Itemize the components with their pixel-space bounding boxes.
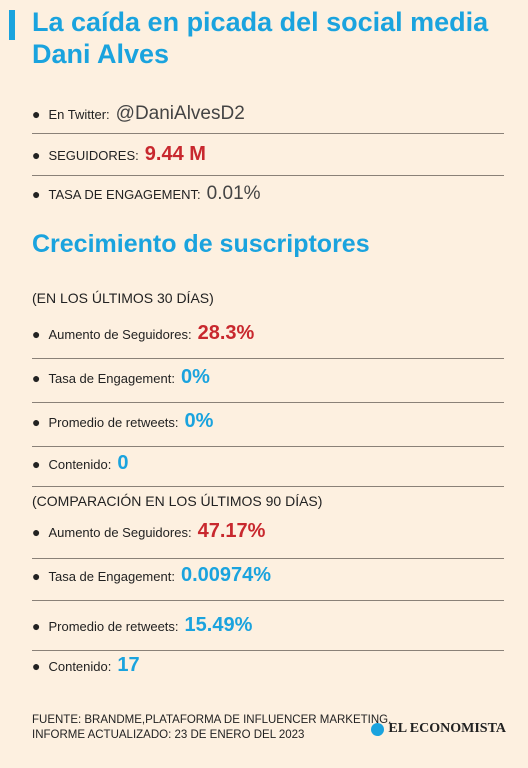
period-90-row: ● Tasa de Engagement: 0.00974% bbox=[32, 564, 504, 601]
row-label: SEGUIDORES: bbox=[48, 148, 139, 163]
bullet-icon: ● bbox=[32, 524, 41, 540]
row-value: 17 bbox=[117, 654, 140, 676]
period-90-row: ● Aumento de Seguidores: 47.17% bbox=[32, 520, 504, 559]
bullet-icon: ● bbox=[32, 326, 41, 342]
row-value: @DaniAlvesD2 bbox=[115, 103, 245, 124]
period-30-row: ● Aumento de Seguidores: 28.3% bbox=[32, 322, 504, 359]
row-label: TASA DE ENGAGEMENT: bbox=[48, 187, 201, 202]
row-label: Tasa de Engagement: bbox=[48, 371, 175, 386]
row-value: 28.3% bbox=[197, 322, 255, 344]
profile-row-twitter: ● En Twitter: @DaniAlvesD2 bbox=[32, 103, 504, 134]
row-value: 0.00974% bbox=[180, 564, 272, 586]
row-label: Aumento de Seguidores: bbox=[48, 327, 192, 342]
bullet-icon: ● bbox=[32, 106, 41, 122]
row-label: Contenido: bbox=[48, 659, 112, 674]
bullet-icon: ● bbox=[32, 414, 41, 430]
bullet-icon: ● bbox=[32, 618, 41, 634]
row-label: Promedio de retweets: bbox=[48, 415, 179, 430]
row-label: En Twitter: bbox=[48, 107, 110, 122]
period-30-row: ● Promedio de retweets: 0% bbox=[32, 410, 504, 447]
row-value: 0% bbox=[184, 410, 214, 432]
row-label: Contenido: bbox=[48, 457, 112, 472]
brand-logo: EL ECONOMISTA bbox=[371, 721, 506, 737]
bullet-icon: ● bbox=[32, 456, 41, 472]
period-90-row: ● Promedio de retweets: 15.49% bbox=[32, 614, 504, 651]
footer-source: Fuente: BrandMe,plataforma de influencer… bbox=[32, 714, 392, 726]
bullet-icon: ● bbox=[32, 568, 41, 584]
row-label: Promedio de retweets: bbox=[48, 619, 179, 634]
profile-row-followers: ● SEGUIDORES: 9.44 M bbox=[32, 143, 504, 176]
bullet-icon: ● bbox=[32, 147, 41, 163]
bullet-icon: ● bbox=[32, 370, 41, 386]
profile-row-engagement: ● TASA DE ENGAGEMENT: 0.01% bbox=[32, 183, 504, 213]
period-90-row: ● Contenido: 17 bbox=[32, 654, 504, 688]
brand-name: EL ECONOMISTA bbox=[388, 721, 506, 736]
row-label: Tasa de Engagement: bbox=[48, 569, 175, 584]
row-value: 9.44 M bbox=[144, 143, 206, 165]
row-value: 15.49% bbox=[184, 614, 253, 636]
row-value: 0% bbox=[180, 366, 210, 388]
title-accent-bar bbox=[9, 10, 15, 40]
bullet-icon: ● bbox=[32, 186, 41, 202]
row-value: 0.01% bbox=[206, 183, 261, 204]
period-30-row: ● Tasa de Engagement: 0% bbox=[32, 366, 504, 403]
period-30-heading: (EN LOS ÚLTIMOS 30 DÍAS) bbox=[32, 290, 214, 306]
period-30-row: ● Contenido: 0 bbox=[32, 452, 504, 487]
page-title: La caída en picada del social media Dani… bbox=[32, 7, 489, 69]
source-footer: Fuente: BrandMe,plataforma de influencer… bbox=[32, 713, 391, 743]
row-value: 47.17% bbox=[197, 520, 266, 542]
bullet-icon: ● bbox=[32, 658, 41, 674]
row-value: 0 bbox=[117, 452, 129, 474]
period-90-heading: (COMPARACIÓN EN LOS ÚLTIMOS 90 DÍAS) bbox=[32, 493, 323, 509]
footer-updated: Informe actualizado: 23 de enero del 202… bbox=[32, 729, 305, 741]
section-title: Crecimiento de suscriptores bbox=[32, 230, 370, 258]
row-label: Aumento de Seguidores: bbox=[48, 525, 192, 540]
economista-logo-icon bbox=[371, 722, 385, 736]
